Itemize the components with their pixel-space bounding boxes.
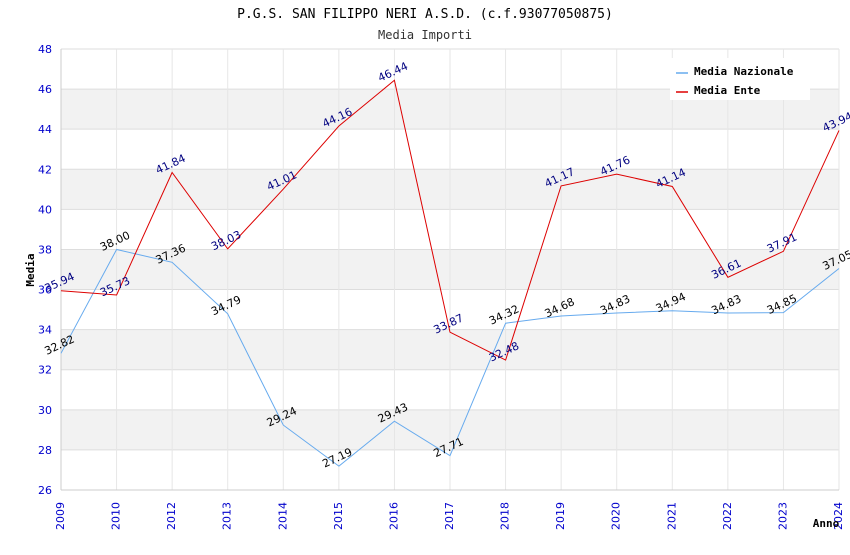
x-tick-label: 2018: [499, 502, 512, 530]
series-line-media-ente: [60, 79, 840, 361]
y-tick-label: 26: [38, 484, 52, 497]
y-tick-label: 32: [38, 364, 52, 377]
x-tick-label: 2009: [54, 502, 67, 530]
y-tick-label: 42: [38, 163, 52, 176]
x-tick-label: 2017: [443, 502, 456, 530]
y-tick-label: 28: [38, 444, 52, 457]
y-tick-label: 40: [38, 203, 52, 216]
legend-label-media-nazionale: Media Nazionale: [694, 65, 794, 78]
x-tick-label: 2023: [776, 502, 789, 530]
x-tick-label: 2012: [165, 502, 178, 530]
x-axis-label: Anno: [813, 517, 840, 530]
data-label: 34.32: [487, 303, 521, 328]
x-tick-labels: 2009 2010 2012 2013 2014 2015 2016 2017 2018 2019…: [54, 502, 845, 530]
y-tick-label: 30: [38, 404, 52, 417]
y-tick-label: 46: [38, 83, 52, 96]
y-tick-label: 44: [38, 123, 52, 136]
axes: [60, 49, 839, 491]
legend: Media Nazionale Media Ente: [670, 58, 810, 100]
x-tick-label: 2016: [387, 502, 400, 530]
y-tick-label: 48: [38, 43, 52, 56]
x-tick-label: 2019: [554, 502, 567, 530]
data-label: 34.79: [209, 293, 243, 318]
chart-subtitle: Media Importi: [378, 28, 472, 42]
data-label: 34.85: [765, 292, 799, 317]
x-tick-label: 2010: [110, 502, 123, 530]
x-tick-label: 2020: [610, 502, 623, 530]
data-label: 34.83: [709, 292, 743, 317]
legend-box: [670, 58, 810, 100]
x-tick-label: 2024: [832, 502, 845, 530]
y-tick-labels: 26 28 30 32 34 36 38 40 42 44 46 48: [38, 43, 52, 497]
x-tick-label: 2013: [221, 502, 234, 530]
series-lines: [60, 79, 840, 467]
x-tick-label: 2022: [721, 502, 734, 530]
gridlines: [60, 48, 840, 491]
y-tick-label: 36: [38, 284, 52, 297]
y-tick-label: 38: [38, 243, 52, 256]
series-line-media-nazionale: [60, 248, 840, 467]
y-tick-label: 34: [38, 324, 52, 337]
x-tick-label: 2014: [276, 502, 289, 530]
data-label: 34.83: [598, 292, 632, 317]
y-axis-label: Media: [24, 253, 37, 286]
chart-title: P.G.S. SAN FILIPPO NERI A.S.D. (c.f.9307…: [237, 7, 613, 22]
x-tick-label: 2021: [665, 502, 678, 530]
x-tick-label: 2015: [332, 502, 345, 530]
legend-label-media-ente: Media Ente: [694, 84, 761, 97]
